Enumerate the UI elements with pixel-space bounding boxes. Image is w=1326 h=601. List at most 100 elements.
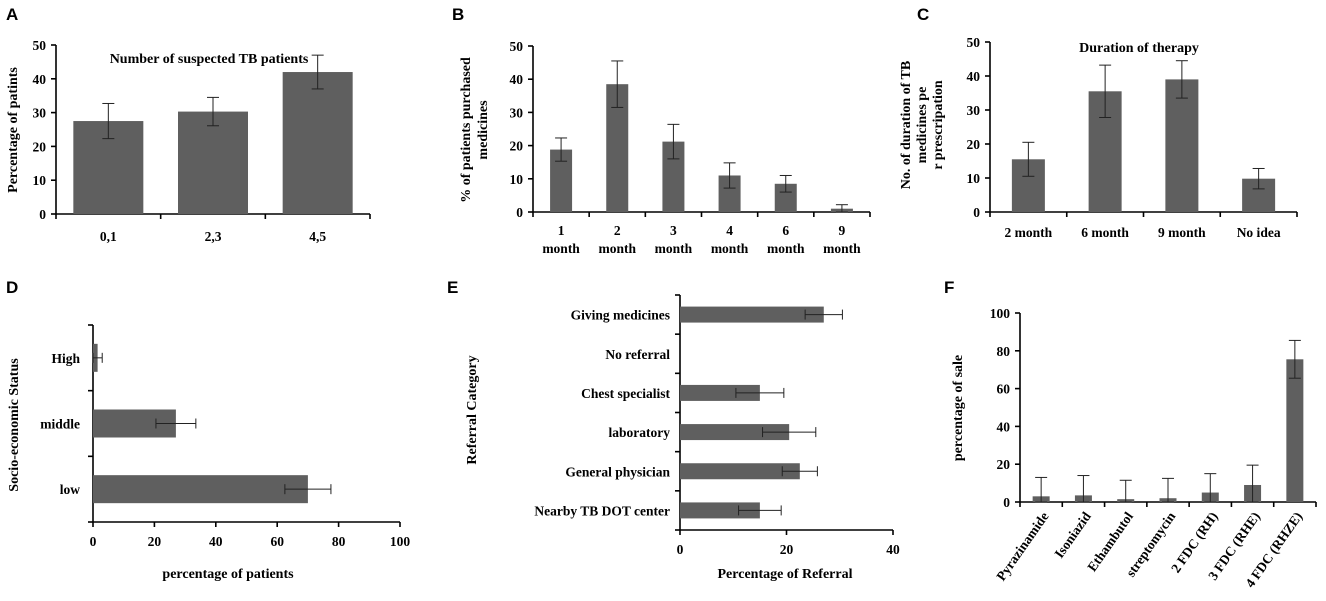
error-bar (207, 96, 219, 127)
y-tick-label: middle (40, 417, 80, 432)
x-tick-label: 40 (209, 534, 223, 549)
y-tick-label: 20 (997, 457, 1011, 472)
error-bar (284, 484, 332, 495)
panel-letter: D (6, 278, 18, 297)
chart-panel-B: B 0 10 20 30 40 50 1 month 2 month 3 month 4 month 6 mon… (452, 5, 871, 256)
bar (680, 306, 824, 323)
error-bar (1099, 64, 1112, 118)
x-tick-label: No idea (1237, 225, 1281, 240)
x-tick-label: 3 month (655, 223, 693, 256)
y-tick-label: 40 (510, 72, 524, 87)
y-tick-label: 50 (967, 35, 981, 50)
y-tick-label: 30 (967, 103, 981, 118)
error-bar (723, 162, 736, 189)
y-axis-title: % of patients purchased medicines (459, 57, 491, 203)
y-tick-label: General physician (565, 464, 670, 479)
bar (680, 384, 760, 401)
y-axis-title: Socio-economic Status (7, 358, 22, 492)
bar (550, 149, 573, 212)
panel-letter: C (917, 5, 929, 24)
x-tick-label: 9 month (823, 223, 861, 256)
y-tick-label: 0 (516, 205, 523, 220)
chart-panel-E: E 0 20 40 Nearby TB DOT center General physic… (447, 278, 900, 582)
panel-letter: F (944, 278, 954, 297)
error-bar (762, 427, 817, 438)
error-bar (92, 352, 103, 363)
x-tick-label: 2 month (1005, 225, 1053, 240)
bar (178, 111, 248, 214)
error-bar (1119, 479, 1132, 503)
y-tick-label: No referral (605, 347, 670, 362)
bar (680, 424, 790, 441)
error-bar (1204, 473, 1217, 503)
error-bar (779, 174, 792, 193)
panel-letter: A (6, 5, 18, 24)
bar (680, 502, 760, 519)
chart-title: Duration of therapy (1079, 41, 1199, 56)
x-tick-label: Isoniazid (1051, 509, 1094, 561)
y-axis-title: percentage of sale (951, 355, 966, 461)
y-tick-label: 50 (33, 38, 47, 53)
x-axis-title: percentage of patients (162, 567, 294, 582)
x-tick-label: 100 (390, 534, 411, 549)
y-tick-label: 0 (973, 205, 980, 220)
y-tick-label: 40 (997, 419, 1011, 434)
y-tick-label: 20 (510, 139, 524, 154)
chart-panel-A: A 0 10 20 30 40 50 0,1 2,3 4,5 Number of suspected… (6, 5, 371, 244)
error-bar (1077, 475, 1090, 503)
y-tick-label: 10 (967, 171, 981, 186)
error-bar (1246, 464, 1259, 503)
y-tick-label: 80 (997, 344, 1011, 359)
x-tick-label: 9 month (1158, 225, 1206, 240)
y-axis-title: Referral Category (465, 355, 480, 464)
error-bar (311, 54, 324, 90)
error-bar (155, 418, 197, 429)
y-tick-label: Nearby TB DOT center (534, 503, 670, 518)
error-bar (804, 309, 843, 320)
error-bar (1252, 167, 1265, 190)
x-axis-title: Percentage of Referral (718, 567, 853, 582)
y-tick-label: 10 (33, 173, 47, 188)
x-tick-label: 20 (780, 542, 794, 557)
y-tick-label: Giving medicines (571, 308, 670, 323)
x-tick-label: 1 month (542, 223, 580, 256)
y-tick-label: 0 (39, 207, 46, 222)
x-tick-label: 0 (677, 542, 684, 557)
error-bar (611, 60, 624, 108)
bar (718, 175, 741, 212)
error-bar (102, 102, 115, 140)
error-bar (1175, 60, 1188, 99)
bar (1286, 359, 1304, 502)
error-bar (781, 466, 818, 477)
y-tick-label: 30 (33, 106, 47, 121)
x-tick-label: 80 (332, 534, 346, 549)
y-tick-label: 30 (510, 105, 524, 120)
y-axis-title: Percentage of patints (6, 67, 21, 193)
y-tick-label: 40 (967, 69, 981, 84)
y-tick-label: 40 (33, 72, 47, 87)
y-tick-label: 20 (33, 139, 47, 154)
error-bar (1035, 476, 1048, 503)
x-tick-label: 6 month (1081, 225, 1129, 240)
bar (282, 72, 353, 214)
error-bar (1022, 141, 1035, 177)
bar (774, 183, 797, 212)
x-tick-label: 0,1 (100, 229, 117, 244)
chart-title: Number of suspected TB patients (110, 52, 309, 67)
error-bar (738, 505, 782, 516)
x-tick-label: 2 month (598, 223, 636, 256)
x-tick-label: 20 (148, 534, 162, 549)
panel-letter: E (447, 278, 458, 297)
bar (680, 463, 800, 480)
y-tick-label: 60 (997, 382, 1011, 397)
panel-letter: B (452, 5, 464, 24)
y-tick-label: 10 (510, 172, 524, 187)
chart-panel-C: C 0 10 20 30 40 50 2 month 6 month 9 month No idea… (899, 5, 1298, 240)
error-bar (735, 387, 785, 398)
error-bar (1288, 339, 1301, 379)
y-tick-label: laboratory (609, 425, 671, 440)
x-tick-label: Pyrazinamide (993, 509, 1051, 583)
x-tick-label: 6 month (767, 223, 805, 256)
error-bar (835, 204, 848, 213)
